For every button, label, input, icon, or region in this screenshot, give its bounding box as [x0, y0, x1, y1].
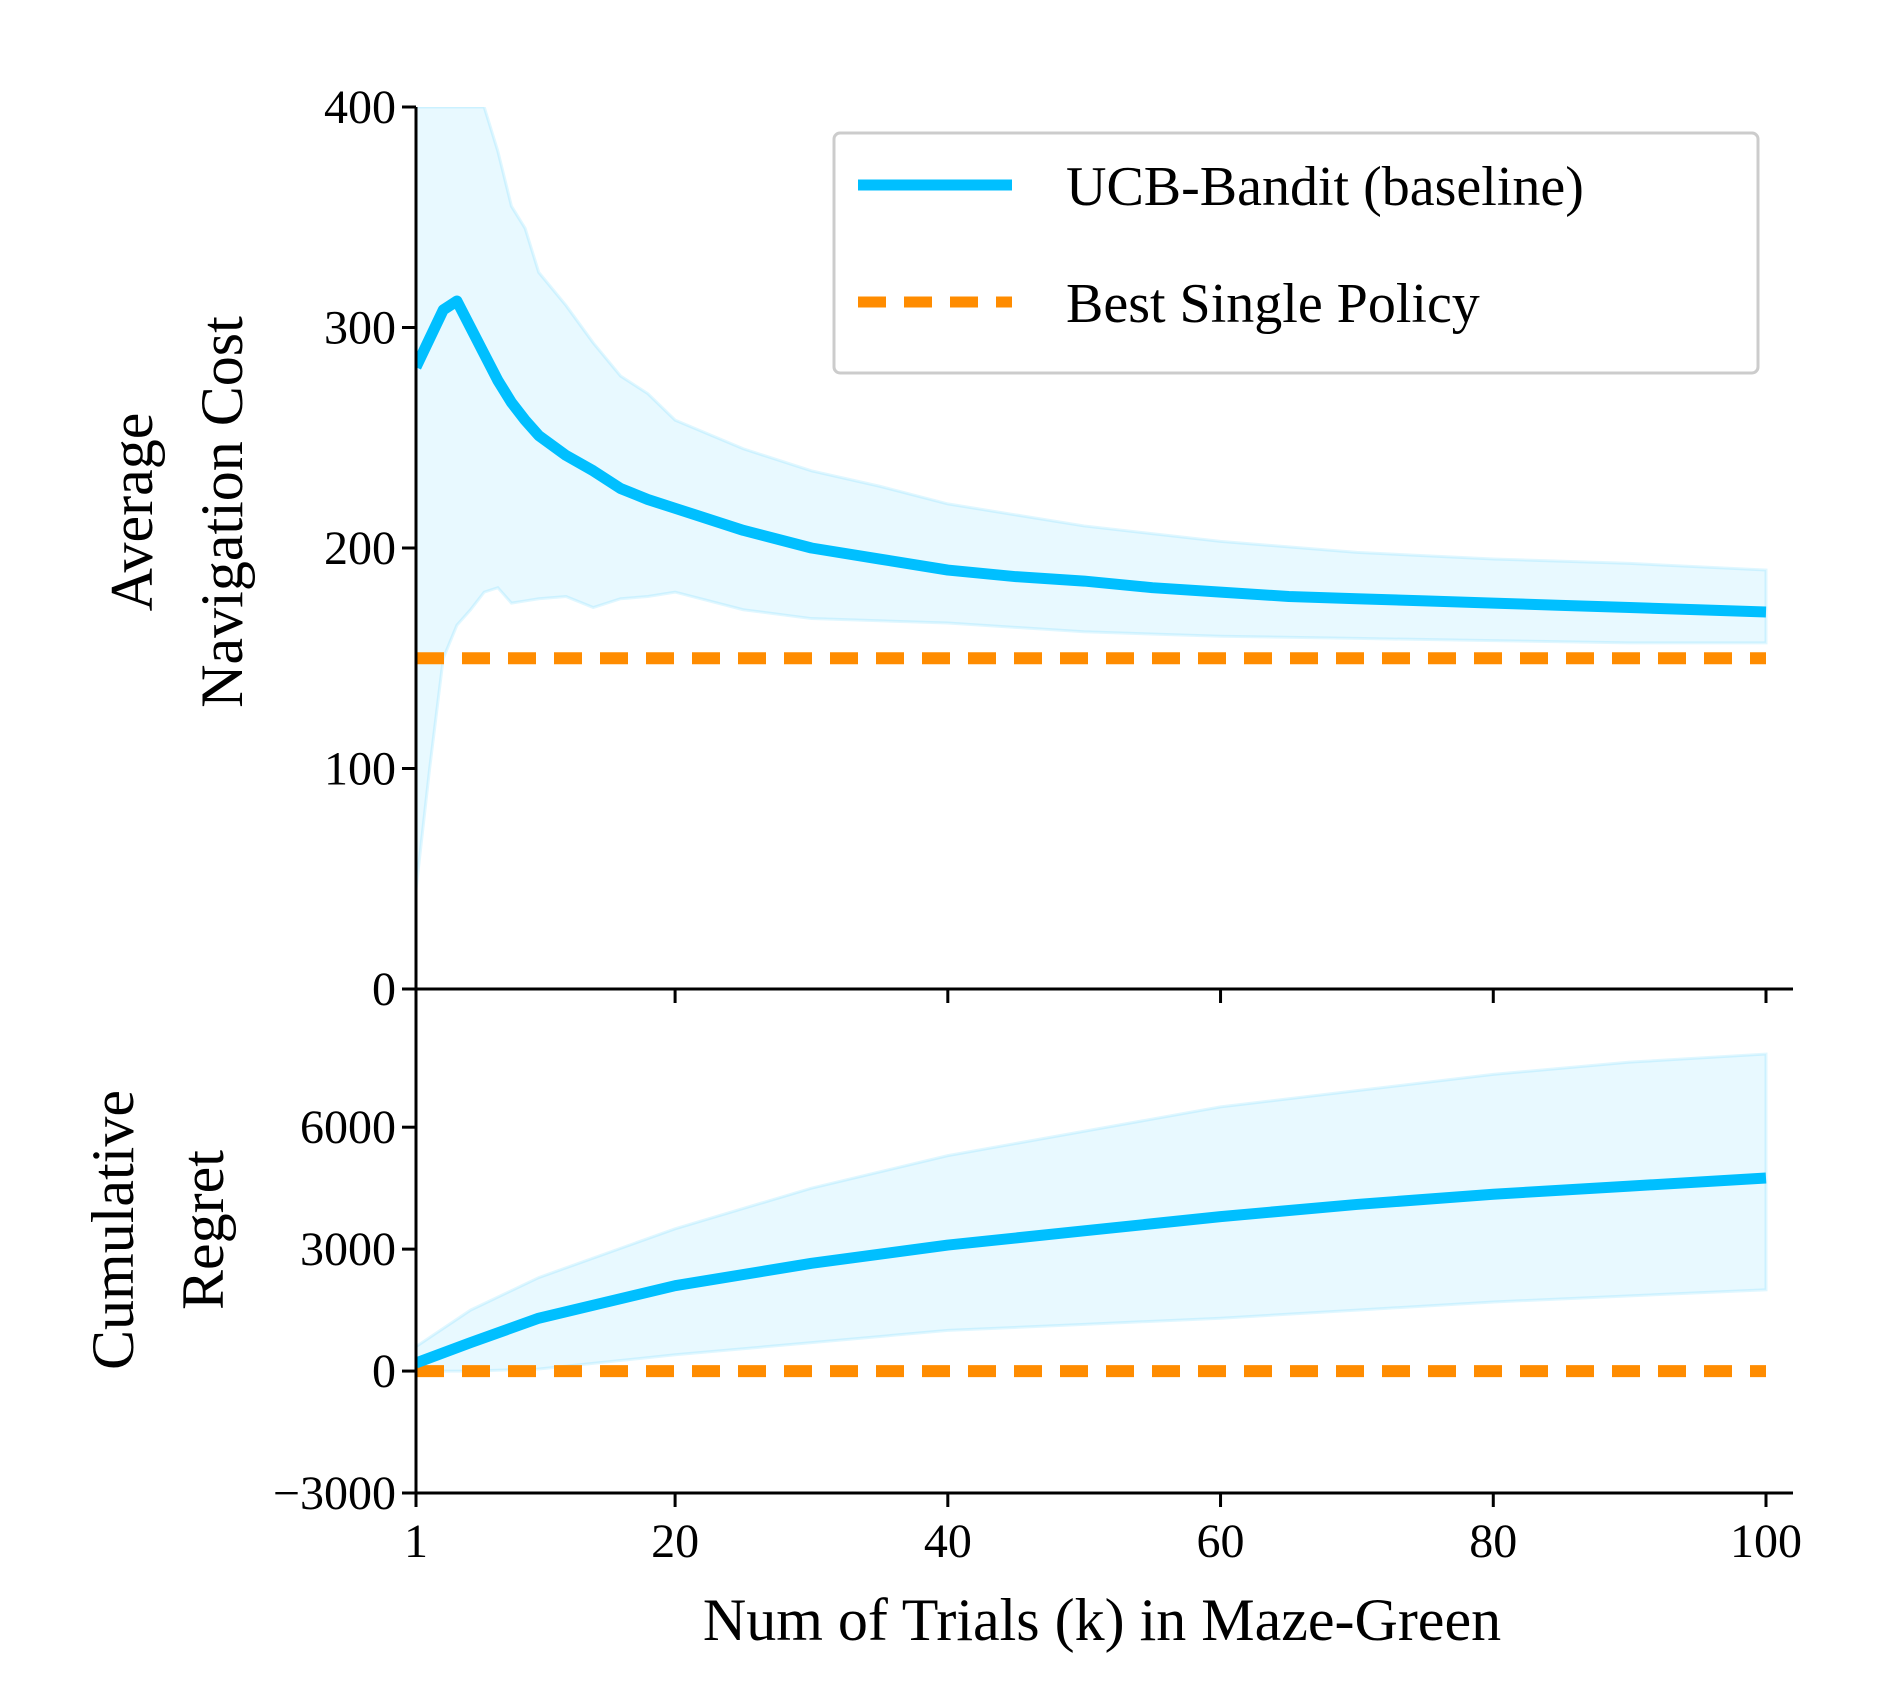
top-panel: 0 100 200 300 400	[324, 81, 1793, 1016]
bottom-y-axis-label-line2: Regret	[170, 1150, 236, 1310]
legend-label-ucb: UCB-Bandit (baseline)	[1066, 156, 1584, 218]
legend-frame	[832, 131, 1760, 375]
y-tick-label: 100	[324, 743, 396, 796]
ucb-bandit-line	[416, 1172, 1767, 1369]
y-tick-label: 300	[324, 302, 396, 355]
plot-area	[416, 1052, 1768, 1378]
x-tick-label: 40	[924, 1515, 972, 1568]
y-tick-label: 6000	[300, 1101, 396, 1154]
y-tick-label: 0	[372, 1345, 396, 1398]
confidence-band	[416, 1052, 1768, 1373]
ucb-bandit-line	[416, 295, 1767, 618]
x-tick-label: 80	[1469, 1515, 1517, 1568]
top-y-axis-label-line2: Navigation Cost	[189, 316, 255, 708]
x-tick-label: 20	[651, 1515, 699, 1568]
y-tick-label: −3000	[273, 1467, 396, 1520]
top-y-axis-label: Average Navigation Cost	[99, 316, 255, 708]
y-tick-label: 3000	[300, 1223, 396, 1276]
x-tick-label: 60	[1197, 1515, 1245, 1568]
bottom-y-axis-label: Cumulative Regret	[80, 1090, 236, 1370]
bottom-panel: −3000 0 3000 6000 1 20 40 60 80 100	[273, 989, 1802, 1568]
top-y-axis-label-line1: Average	[99, 413, 165, 612]
y-tick-label: 200	[324, 522, 396, 575]
legend-label-best: Best Single Policy	[1066, 273, 1480, 335]
x-tick-label: 100	[1730, 1515, 1802, 1568]
confidence-band	[416, 107, 1768, 890]
y-tick-label: 400	[324, 81, 396, 134]
x-axis-label: Num of Trials (k) in Maze-Green	[703, 1587, 1501, 1653]
plot-area	[416, 107, 1768, 890]
y-tick-label: 0	[372, 963, 396, 1016]
legend: UCB-Bandit (baseline) Best Single Policy	[832, 131, 1760, 375]
bottom-y-axis-label-line1: Cumulative	[80, 1090, 146, 1370]
x-tick-label: 1	[404, 1515, 428, 1568]
